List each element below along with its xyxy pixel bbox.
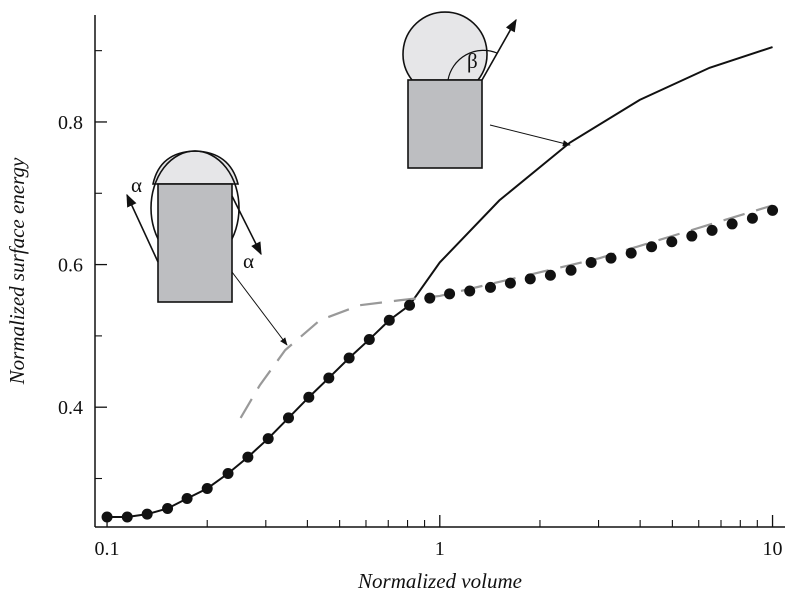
point	[101, 511, 113, 523]
point	[686, 230, 698, 242]
point	[162, 502, 174, 514]
point	[363, 333, 375, 345]
annotation: α	[243, 249, 254, 273]
point	[464, 285, 476, 297]
point	[404, 299, 416, 311]
point	[242, 451, 254, 463]
point	[605, 252, 617, 264]
point	[141, 508, 153, 520]
point	[706, 224, 718, 236]
annotation: α	[131, 173, 142, 197]
inset-right	[402, 11, 571, 169]
point	[767, 204, 779, 216]
point	[585, 256, 597, 268]
point	[484, 281, 496, 293]
y-axis-label: Normalized surface energy	[5, 157, 29, 385]
inset-left	[126, 150, 288, 346]
y-tick-label: 0.6	[58, 255, 83, 277]
point	[201, 482, 213, 494]
point	[303, 391, 315, 403]
point	[323, 372, 335, 384]
point	[383, 314, 395, 326]
annotation: β	[467, 49, 478, 73]
point	[444, 288, 456, 300]
point	[544, 269, 556, 281]
x-tick-label: 1	[435, 538, 445, 560]
point	[524, 273, 536, 285]
point	[726, 218, 738, 230]
point	[424, 292, 436, 304]
plot-area: 0.1 1 10 0.4 0.6 0.8	[58, 15, 785, 560]
point	[181, 492, 193, 504]
point	[666, 236, 678, 248]
point	[222, 468, 234, 480]
x-tick-label: 10	[763, 538, 783, 560]
y-tick-label: 0.4	[58, 397, 83, 419]
x-tick-label: 0.1	[95, 538, 120, 560]
x-axis-label: Normalized volume	[357, 569, 522, 593]
y-tick-label: 0.8	[58, 112, 83, 134]
point	[282, 412, 294, 424]
point	[121, 511, 133, 523]
point	[646, 241, 658, 253]
point	[504, 277, 516, 289]
point	[746, 212, 758, 224]
point	[343, 352, 355, 364]
point	[625, 247, 637, 259]
line	[239, 204, 773, 419]
point	[262, 433, 274, 445]
line	[107, 46, 773, 519]
point	[565, 264, 577, 276]
